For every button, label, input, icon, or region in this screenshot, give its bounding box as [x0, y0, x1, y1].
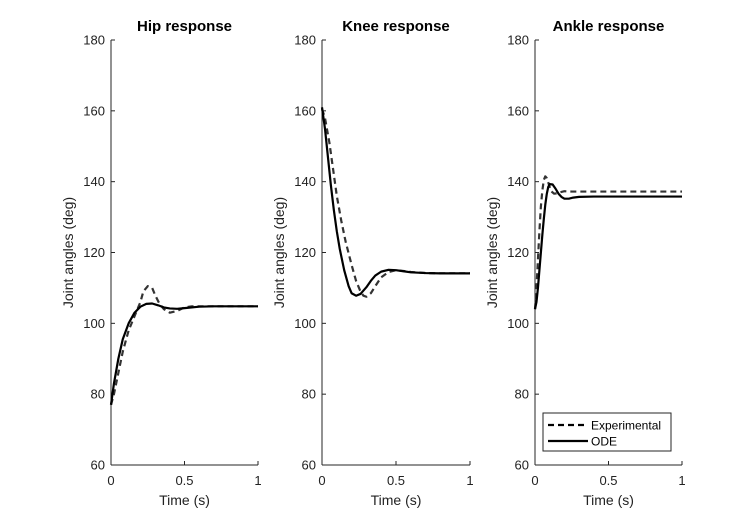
x-tick-label: 0.5 — [599, 473, 617, 488]
y-tick-label: 60 — [91, 458, 105, 473]
x-tick-label: 0.5 — [175, 473, 193, 488]
chart-title: Knee response — [342, 18, 450, 35]
x-tick-label: 0 — [531, 473, 538, 488]
y-tick-label: 60 — [515, 458, 529, 473]
series-line-ode — [320, 107, 470, 297]
y-tick-label: 160 — [83, 103, 105, 118]
series-line-experimental — [109, 285, 258, 406]
y-tick-label: 80 — [302, 387, 316, 402]
y-tick-label: 80 — [91, 387, 105, 402]
series-line-experimental — [533, 175, 682, 310]
y-tick-label: 100 — [83, 316, 105, 331]
x-axis-label: Time (s) — [371, 492, 422, 508]
x-tick-label: 0.5 — [387, 473, 405, 488]
y-tick-label: 120 — [83, 245, 105, 260]
y-tick-label: 60 — [302, 458, 316, 473]
subplot-knee-response: 60 80 100 120 140 160 180 0 0.5 1 Knee response Tim… — [271, 18, 474, 508]
chart-title: Hip response — [137, 18, 232, 35]
legend-box — [542, 412, 672, 452]
y-tick-label: 180 — [294, 33, 316, 48]
subplot-hip-response: 60 80 100 120 140 160 180 0 0.5 1 Hip response Time… — [60, 18, 262, 508]
x-axis-label: Time (s) — [159, 492, 210, 508]
series-line-experimental — [320, 108, 470, 298]
x-tick-label: 0 — [107, 473, 114, 488]
y-tick-label: 140 — [83, 174, 105, 189]
y-tick-label: 100 — [294, 316, 316, 331]
y-tick-label: 80 — [515, 387, 529, 402]
chart-title: Ankle response — [553, 18, 665, 35]
legend-label-experimental: Experimental — [591, 419, 661, 433]
x-tick-label: 1 — [254, 473, 261, 488]
y-tick-label: 180 — [507, 33, 529, 48]
y-tick-label: 100 — [507, 316, 529, 331]
y-axis-label: Joint angles (deg) — [484, 197, 500, 308]
legend-label-ode: ODE — [591, 435, 617, 449]
y-tick-label: 160 — [507, 103, 529, 118]
y-tick-label: 120 — [294, 245, 316, 260]
y-tick-label: 180 — [83, 33, 105, 48]
legend: Experimental ODE — [542, 412, 672, 452]
x-tick-label: 1 — [678, 473, 685, 488]
y-tick-label: 120 — [507, 245, 529, 260]
subplot-ankle-response: 60 80 100 120 140 160 180 0 0.5 1 Ankle response Ti… — [484, 18, 686, 508]
x-tick-label: 1 — [466, 473, 473, 488]
y-axis-label: Joint angles (deg) — [60, 197, 76, 308]
y-tick-label: 140 — [507, 174, 529, 189]
y-tick-label: 140 — [294, 174, 316, 189]
y-axis-label: Joint angles (deg) — [271, 197, 287, 308]
y-tick-label: 160 — [294, 103, 316, 118]
x-axis-label: Time (s) — [583, 492, 634, 508]
x-tick-label: 0 — [318, 473, 325, 488]
series-line-ode — [109, 302, 258, 405]
series-line-ode — [533, 183, 682, 310]
